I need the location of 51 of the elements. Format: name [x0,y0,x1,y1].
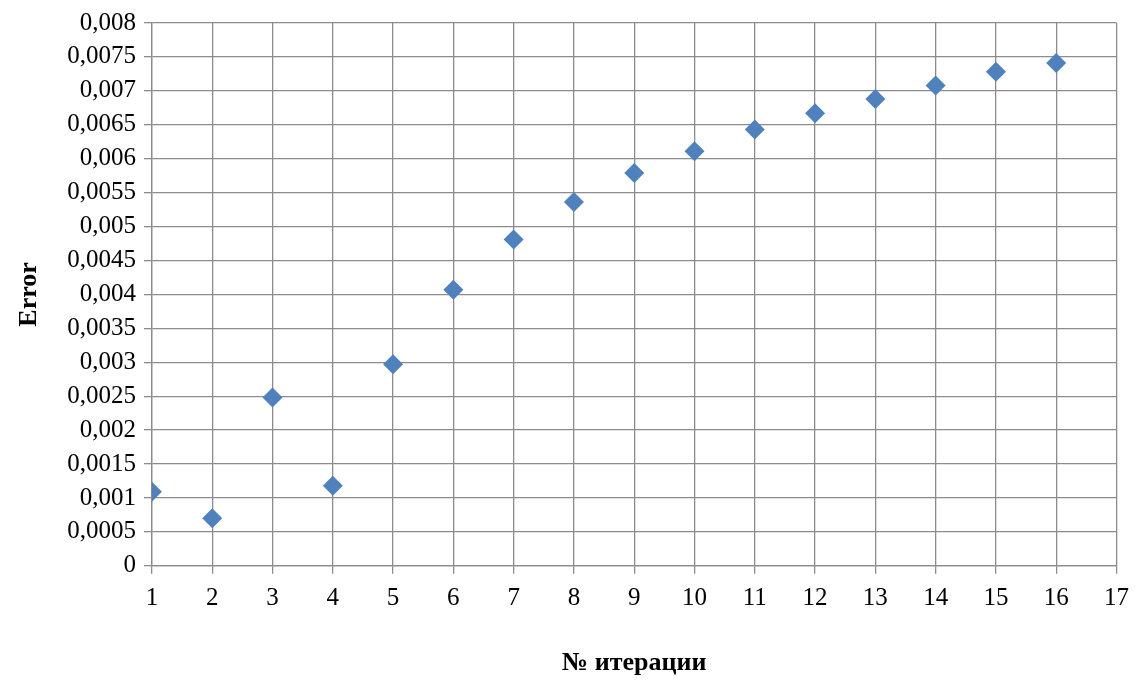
point [744,119,765,140]
y-tick-label: 0,0075 [67,41,136,69]
x-tick-label: 14 [923,583,949,611]
point [383,354,404,375]
x-tick-label: 6 [447,583,460,611]
x-tick-label: 3 [266,583,279,611]
point [985,61,1006,82]
x-tick-label: 12 [802,583,828,611]
x-tick-label: 9 [627,583,641,611]
y-tick-label: 0,007 [79,75,136,103]
point [202,508,223,529]
y-tick-label: 0,002 [79,414,136,442]
point [262,387,283,408]
x-tick-label: 15 [983,583,1009,611]
point [624,162,645,183]
x-tick-label: 16 [1043,583,1069,611]
x-tick-label: 10 [682,583,708,611]
point [865,88,886,109]
y-tick-label: 0,008 [79,7,136,35]
x-axis-title: № итерации [562,647,707,677]
x-tick-label: 13 [862,583,888,611]
point [1046,53,1067,74]
y-tick-label: 0,0065 [67,109,136,137]
x-tick-label: 4 [326,583,340,611]
y-tick-label: 0,0035 [67,312,136,340]
x-tick-label: 8 [567,583,581,611]
y-tick-label: 0,004 [79,278,137,306]
point [443,279,464,300]
y-tick-label: 0,0005 [67,516,136,544]
y-tick-label: 0,006 [79,143,136,171]
x-tick-label: 17 [1104,583,1129,611]
y-tick-label: 0,005 [79,211,136,239]
point [322,475,343,496]
y-tick-label: 0,0045 [67,245,136,273]
x-tick-label: 1 [145,583,159,611]
point [684,141,705,162]
y-tick-label: 0,003 [79,346,136,374]
point [805,103,826,124]
point [925,75,946,96]
x-tick-label: 11 [742,583,767,611]
y-tick-label: 0,0055 [67,177,136,205]
y-tick-label: 0 [123,550,136,578]
point [503,229,524,250]
y-tick-label: 0,0015 [67,448,136,476]
x-tick-label: 5 [386,583,400,611]
point [563,192,584,213]
y-tick-label: 0,0025 [67,380,136,408]
x-tick-label: 2 [205,583,219,611]
y-tick-label: 0,001 [79,482,136,510]
x-tick-label: 7 [507,583,520,611]
y-axis-title: Error [13,262,43,327]
